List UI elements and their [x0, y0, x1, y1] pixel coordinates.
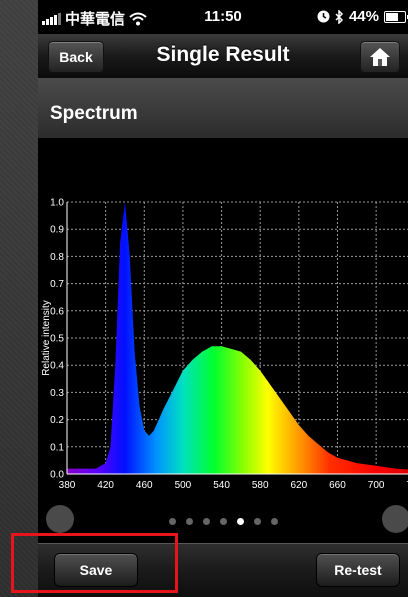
y-axis-title: Relative intensity — [41, 300, 52, 376]
bluetooth-icon — [335, 9, 344, 24]
page-dot[interactable] — [219, 518, 227, 525]
y-tick-label: 0.3 — [50, 388, 64, 399]
x-tick-label: 460 — [136, 480, 153, 491]
scroll-right-knob[interactable] — [382, 505, 408, 533]
signal-icon — [42, 12, 61, 25]
scroll-left-knob[interactable] — [46, 505, 74, 533]
x-tick-label: 380 — [59, 480, 76, 491]
y-tick-label: 0.7 — [50, 279, 64, 290]
page-dot[interactable] — [168, 518, 176, 525]
phone-screen: 中華電信 11:50 44% Back Single Result — [38, 0, 408, 597]
spectrum-area — [67, 202, 408, 474]
y-tick-label: 0.6 — [50, 306, 64, 317]
page-dot[interactable] — [253, 518, 261, 525]
y-tick-label: 0.9 — [50, 225, 64, 236]
x-tick-label: 580 — [252, 480, 269, 491]
y-tick-label: 0.5 — [50, 334, 64, 345]
x-tick-label: 700 — [368, 480, 385, 491]
y-tick-label: 0.8 — [50, 252, 64, 263]
home-icon — [370, 48, 390, 66]
section-header: Spectrum — [38, 78, 408, 138]
y-tick-label: 0.0 — [50, 470, 64, 481]
x-tick-label: 620 — [290, 480, 307, 491]
page-dot[interactable] — [185, 518, 193, 525]
x-tick-label: 500 — [175, 480, 192, 491]
y-tick-label: 0.4 — [50, 361, 64, 372]
battery-icon — [384, 10, 408, 23]
chart-svg: 0.0 0.1 0.2 0.3 0.4 0.5 0.6 0.7 0.8 0.9 1.0 380 420 4… — [41, 198, 408, 491]
status-time: 11:50 — [204, 8, 242, 25]
navigation-bar: Back Single Result — [38, 34, 408, 79]
back-button[interactable]: Back — [48, 41, 104, 73]
y-tick-label: 0.1 — [50, 442, 64, 453]
home-button[interactable] — [360, 41, 400, 73]
page-dot[interactable] — [202, 518, 210, 525]
spectrum-chart: 0.0 0.1 0.2 0.3 0.4 0.5 0.6 0.7 0.8 0.9 1.0 380 420 4… — [38, 138, 408, 498]
page-dot[interactable] — [236, 518, 244, 525]
battery-percent: 44% — [348, 8, 379, 25]
x-tick-label: 740 — [406, 480, 408, 491]
status-bar: 中華電信 11:50 44% — [38, 0, 408, 34]
status-right: 44% — [317, 8, 408, 25]
section-title: Spectrum — [50, 103, 138, 124]
x-tick-label: 540 — [213, 480, 230, 491]
save-highlight-box — [11, 533, 178, 593]
save-button[interactable]: Save — [54, 553, 138, 587]
clock-icon — [317, 10, 330, 23]
x-tick-label: 420 — [97, 480, 114, 491]
carrier-label: 中華電信 — [65, 11, 126, 28]
bottom-toolbar: Save Re-test — [38, 543, 408, 597]
page-dot[interactable] — [270, 518, 278, 525]
y-tick-label: 0.2 — [50, 415, 64, 426]
status-left: 中華電信 — [42, 8, 147, 29]
retest-button[interactable]: Re-test — [316, 553, 400, 587]
wifi-icon — [129, 12, 147, 25]
page-indicator[interactable] — [38, 518, 408, 525]
y-tick-label: 1.0 — [50, 198, 64, 209]
x-tick-label: 660 — [329, 480, 346, 491]
page-title: Single Result — [156, 43, 290, 66]
